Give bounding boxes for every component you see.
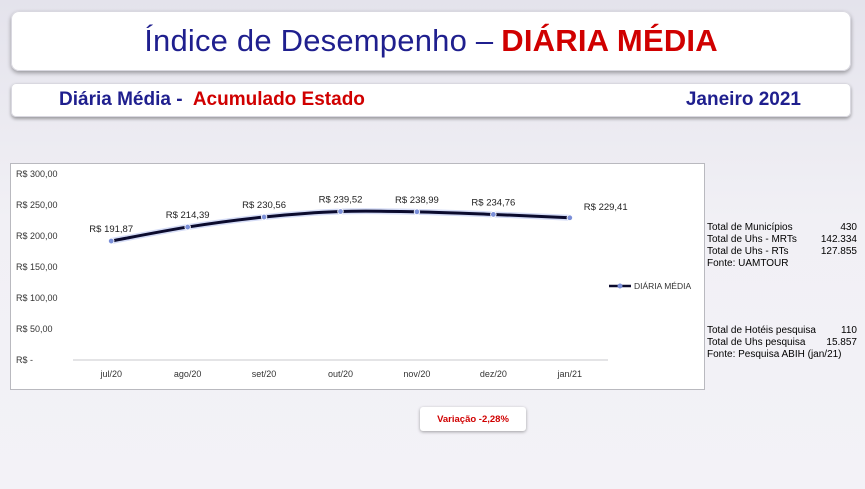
stat-row: Total de Municípios 430 [707, 222, 857, 234]
data-label: R$ 214,39 [166, 210, 210, 221]
stat-value: 127.855 [820, 246, 857, 257]
data-label: R$ 234,76 [471, 197, 515, 208]
period-label: Janeiro 2021 [685, 89, 801, 110]
x-tick-label: out/20 [328, 369, 353, 379]
stat-label: Total de Uhs - RTs [707, 246, 789, 257]
stats-primary: Total de Municípios 430 Total de Uhs - MR… [707, 222, 857, 270]
x-tick-label: dez/20 [480, 369, 507, 379]
subtitle-left: Diária Média - Acumulado Estado [59, 89, 365, 111]
data-label: R$ 230,56 [242, 200, 286, 211]
stat-row: Total de Uhs - MRTs 142.334 [707, 234, 857, 246]
stat-source: Fonte: UAMTOUR [707, 258, 789, 269]
legend-label: DIÁRIA MÉDIA [634, 281, 691, 291]
data-point [108, 237, 115, 245]
data-label: R$ 238,99 [395, 195, 439, 206]
x-tick-label: jul/20 [99, 369, 122, 379]
y-tick-label: R$ 300,00 [16, 169, 58, 179]
x-tick-label: set/20 [252, 369, 277, 379]
y-tick-label: R$ 100,00 [16, 293, 58, 303]
stat-label: Total de Uhs - MRTs [707, 234, 797, 245]
page-title: Índice de Desempenho – [144, 23, 494, 58]
subtitle-accent: Acumulado Estado [192, 89, 365, 110]
stat-label: Total de Uhs pesquisa [707, 337, 806, 348]
data-point [260, 213, 268, 221]
stat-value: 430 [840, 222, 857, 233]
y-tick-label: R$ 50,00 [16, 324, 53, 334]
data-point [566, 214, 573, 221]
stat-source: Fonte: Pesquisa ABIH (jan/21) [707, 349, 842, 360]
data-point [490, 211, 497, 218]
stat-row: Fonte: Pesquisa ABIH (jan/21) [707, 349, 857, 361]
stat-label: Total de Hotéis pesquisa [707, 325, 816, 336]
stat-value: 15.857 [826, 337, 857, 348]
data-label: R$ 229,41 [584, 202, 628, 213]
y-tick-label: R$ 200,00 [16, 231, 58, 241]
data-point [413, 208, 421, 216]
stat-value: 142.334 [820, 234, 857, 245]
stat-row: Total de Uhs - RTs 127.855 [707, 246, 857, 258]
x-tick-label: nov/20 [403, 369, 430, 379]
chart-area: R$ - R$ 50,00 R$ 100,00 R$ 150,00 R$ 200,00 R… [10, 163, 705, 390]
y-tick-label: R$ 150,00 [16, 262, 58, 272]
x-tick-label: jan/21 [557, 369, 583, 379]
stats-secondary: Total de Hotéis pesquisa 110 Total de Uhs… [707, 325, 857, 361]
legend-marker [617, 283, 623, 289]
data-point [184, 223, 191, 231]
stat-row: Total de Hotéis pesquisa 110 [707, 325, 857, 337]
variation-badge: Variação -2,28% [420, 407, 526, 431]
page-title-accent: DIÁRIA MÉDIA [501, 23, 718, 58]
data-point [337, 208, 344, 215]
stat-row: Total de Uhs pesquisa 15.857 [707, 337, 857, 349]
stat-label: Total de Municípios [707, 222, 793, 233]
data-label: R$ 239,52 [319, 194, 363, 205]
y-tick-label: R$ 250,00 [16, 200, 58, 210]
data-label: R$ 191,87 [89, 224, 133, 235]
x-tick-label: ago/20 [174, 369, 202, 379]
subtitle-banner: Diária Média - Acumulado Estado Janeiro … [11, 83, 851, 117]
y-tick-label: R$ - [16, 355, 33, 365]
line-chart: R$ - R$ 50,00 R$ 100,00 R$ 150,00 R$ 200,00 R… [16, 169, 691, 379]
title-banner: Índice de Desempenho – DIÁRIA MÉDIA [11, 11, 851, 71]
stat-row: Fonte: UAMTOUR [707, 258, 857, 270]
subtitle-main: Diária Média - [59, 89, 183, 110]
stat-value: 110 [841, 325, 857, 336]
